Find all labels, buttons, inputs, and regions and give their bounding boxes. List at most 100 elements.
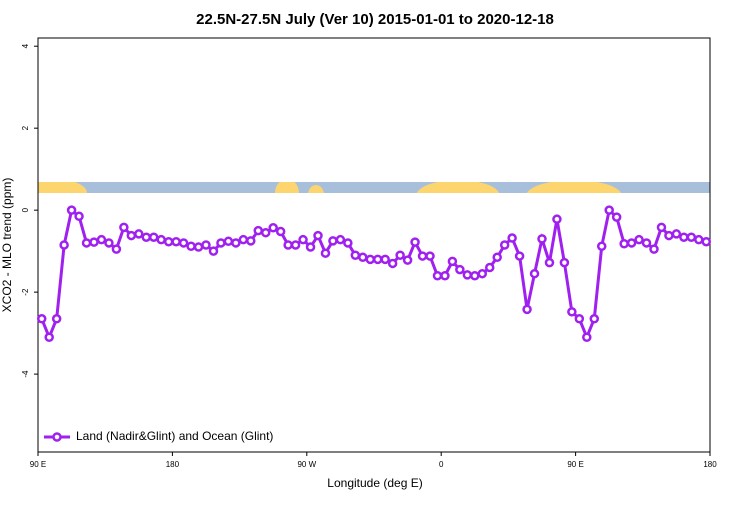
land-ocean-band [38,182,710,193]
data-point [223,236,234,247]
y-tick-label: -2 [21,288,30,296]
data-point [537,234,547,244]
data-point [544,257,555,268]
data-point [611,212,622,222]
legend-marker [52,432,62,442]
data-point [604,205,614,215]
data-point [141,232,152,242]
data-point [686,232,697,242]
data-point [656,222,667,233]
data-point [507,233,517,243]
data-point [641,238,652,248]
data-point [350,250,361,260]
data-point [387,258,398,269]
data-point [358,252,368,263]
y-tick-label: -4 [21,370,30,378]
data-point [671,229,682,239]
data-point [455,264,465,275]
data-point [148,232,159,242]
data-point [216,238,226,248]
data-point [372,254,383,265]
x-tick-label: 90 W [297,460,316,469]
data-point [290,240,301,250]
data-point [626,238,637,248]
data-point [313,230,323,241]
data-point [365,254,376,265]
data-point [410,237,420,247]
data-point [171,236,181,247]
data-point [186,241,196,251]
data-point [417,251,428,261]
data-point [582,332,592,342]
data-point [96,234,107,245]
data-point [619,239,629,249]
plot-frame [37,37,711,453]
data-point [268,223,278,233]
data-point [395,250,405,260]
data-point [447,256,458,267]
data-point [246,236,256,246]
y-tick-label: 0 [21,207,30,212]
series-line [40,207,707,342]
x-tick-label: 180 [166,460,180,469]
x-tick-label: 180 [703,460,717,469]
x-tick-label: 0 [439,460,444,469]
data-point [193,242,204,252]
data-point [596,241,607,251]
data-point [679,232,689,242]
data-point [552,214,562,224]
data-point [574,314,585,324]
data-point [156,234,166,245]
data-point [335,234,346,245]
data-point [432,270,443,281]
data-point [440,270,450,281]
data-point [320,248,331,258]
y-tick-label: 4 [21,43,30,48]
x-axis-label: Longitude (deg E) [327,476,422,490]
data-point [402,255,413,265]
data-point [649,244,659,254]
data-point [36,314,47,324]
data-point [89,237,99,247]
data-point [111,244,122,254]
data-point [425,251,435,261]
data-point [201,240,211,250]
data-point [499,240,510,250]
data-point [178,238,189,248]
data-point [477,268,488,279]
data-point [634,234,644,245]
x-tick-label: 90 E [30,460,46,469]
data-point [559,257,570,268]
data-point [522,304,532,315]
data-point [163,236,174,247]
data-point [119,222,129,233]
data-point [462,270,473,280]
chart-title: 22.5N-27.5N July (Ver 10) 2015-01-01 to … [196,11,554,28]
data-point [694,234,704,245]
y-tick-label: 2 [21,125,30,130]
data-point [231,238,241,248]
data-point [51,314,62,324]
data-point [701,236,712,247]
data-point [380,254,390,265]
data-point [74,211,84,222]
data-point [134,229,144,239]
data-point [81,238,92,248]
x-tick-label: 90 E [567,460,583,469]
data-point [238,234,249,245]
data-point [589,314,600,324]
data-point [305,242,316,252]
data-point [343,238,353,248]
data-point [66,205,77,215]
y-axis-label: XCO2 - MLO trend (ppm) [0,178,14,313]
data-point [529,268,540,279]
data-point [59,240,69,250]
data-point [492,252,502,263]
data-point [567,307,577,317]
data-point [260,227,271,238]
data-point [514,251,525,261]
data-point [253,225,264,236]
data-point [484,262,495,273]
data-point [298,234,308,245]
